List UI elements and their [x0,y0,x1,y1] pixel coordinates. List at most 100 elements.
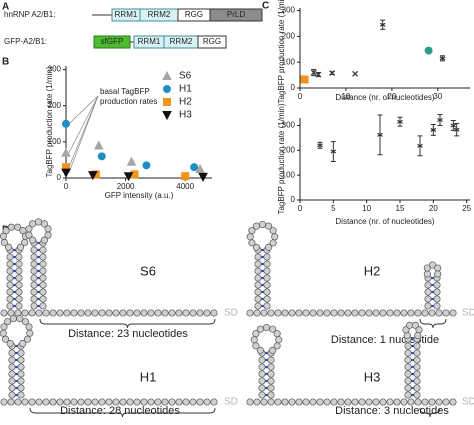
nucleotide [428,309,436,317]
nucleotide [414,398,422,406]
point [352,70,359,77]
nucleotide [258,384,266,392]
nucleotide [91,398,99,406]
nucleotide [0,309,8,317]
nucleotide [344,309,352,317]
nucleotide [267,377,275,385]
nucleotide [424,288,432,296]
nucleotide [30,253,38,261]
nucleotide [267,363,275,371]
nucleotide [147,398,155,406]
nucleotide [393,398,401,406]
nucleotide [404,370,412,378]
distance-label: Distance: 3 nucleotides [335,405,449,417]
nucleotide [2,227,10,235]
structure-label: H1 [140,369,157,384]
nucleotide [39,274,47,282]
nucleotide [274,398,282,406]
point [329,70,336,76]
nucleotide [265,243,273,251]
sd-label: SD [224,308,238,319]
point [377,132,383,137]
nucleotide [189,309,197,317]
x-tick-label: 4000 [176,182,194,191]
y-axis-label: TagBFP production rate (1/min) [45,66,54,177]
nucleotide [269,346,277,354]
nucleotide [39,281,47,289]
nucleotide [9,315,17,323]
y-axis-label: TagBFP production rate (1/min) [277,103,286,214]
y-tick-label: 0 [57,173,62,182]
nucleotide [25,225,33,233]
point [123,172,134,182]
point [417,143,423,148]
nucleotide [7,223,15,231]
nucleotide [411,321,419,329]
nucleotide [337,398,345,406]
nucleotide [30,281,38,289]
x-tick-label: 0 [64,182,69,191]
nucleotide [30,274,38,282]
nucleotide [246,309,254,317]
nucleotide [17,391,25,399]
nucleotide [424,302,432,310]
point [315,71,322,78]
nucleotide [15,302,23,310]
annotation-leader [68,95,99,153]
nucleotide [203,398,211,406]
nucleotide [23,335,32,343]
nucleotide [39,246,47,254]
nucleotide [253,309,261,317]
nucleotide [254,274,262,282]
nucleotide [269,239,277,247]
nucleotide [254,281,262,289]
nucleotide [252,330,260,338]
nucleotide [6,302,14,310]
nucleotide [0,232,8,240]
nucleotide [30,295,38,303]
x-axis-label: GFP intensity (a.u.) [105,191,174,200]
point [437,117,443,123]
nucleotide [413,377,421,385]
nucleotide [19,339,27,348]
nucleotide [196,398,204,406]
nucleotide [6,281,14,289]
nucleotide [254,288,262,296]
nucleotide [330,309,338,317]
y-tick-label: 100 [48,137,62,146]
nucleotide [39,267,47,275]
nucleotide [449,309,457,317]
nucleotide [126,398,134,406]
nucleotide [98,398,106,406]
nucleotide [258,220,267,229]
nucleotide [413,349,421,357]
nucleotide [161,309,169,317]
legend-label: H1 [179,84,192,95]
nucleotide [269,325,277,333]
nucleotide [442,398,450,406]
nucleotide [15,295,23,303]
nucleotide [260,309,268,317]
nucleotide [105,309,113,317]
nucleotide [404,356,412,364]
nucleotide [140,398,148,406]
nucleotide [258,370,266,378]
nucleotide [258,363,266,371]
nucleotide [256,346,264,354]
nucleotide [14,223,22,231]
nucleotide [15,253,23,261]
nucleotide [35,309,43,317]
point [430,127,437,132]
nucleotide [407,309,415,317]
domain-label: RRM2 [148,10,171,19]
annotation-leader [68,95,99,125]
nucleotide [258,391,266,399]
nucleotide [260,398,268,406]
nucleotide [258,356,266,364]
legend-label: H3 [179,110,192,121]
nucleotide [28,309,36,317]
x-tick-label: 0 [298,92,303,101]
nucleotide [273,330,281,338]
nucleotide [14,398,22,406]
nucleotide [404,349,412,357]
